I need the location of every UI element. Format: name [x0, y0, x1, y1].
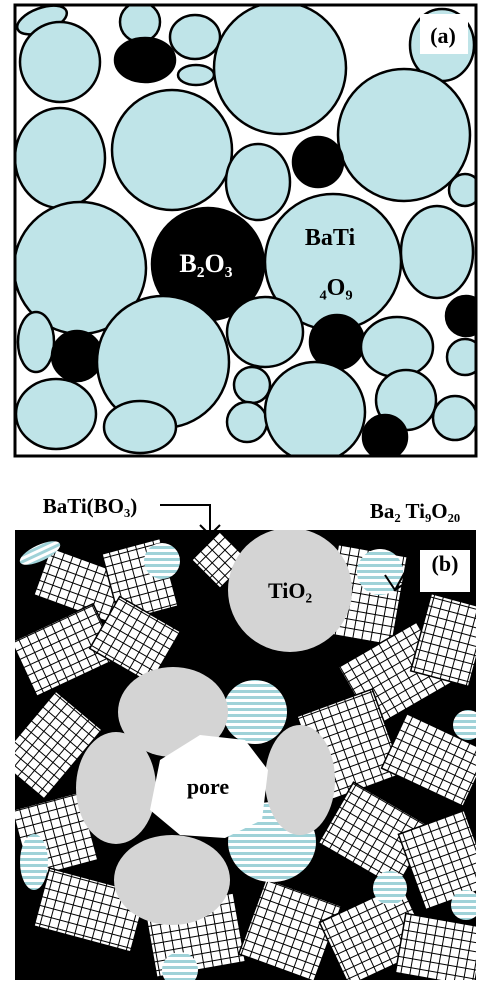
panel-label: (a) [430, 23, 456, 48]
ba2ti9o20-label: Ba₂ Ti₉O₂₀ [370, 499, 460, 523]
bati-bo3-label: BaTi(BO₃) [43, 494, 138, 518]
bati-label: BaTi [305, 225, 356, 251]
bati-label-sub: ₄O₉ [319, 275, 352, 301]
panel-a: (a) B₂O₃ BaTi ₄O₉ [13, 0, 486, 462]
figure: (a) B₂O₃ BaTi ₄O₉ BaTi(BO₃) Ba₂ Ti₉O₂₀ [0, 0, 489, 983]
pore-label: pore [187, 774, 230, 799]
particles-a [13, 0, 486, 462]
tio2-label: TiO₂ [268, 578, 313, 603]
panel-label: (b) [432, 551, 459, 576]
b2o3-label: B₂O₃ [179, 249, 232, 278]
panel-b: BaTi(BO₃) Ba₂ Ti₉O₂₀ [0, 494, 489, 983]
